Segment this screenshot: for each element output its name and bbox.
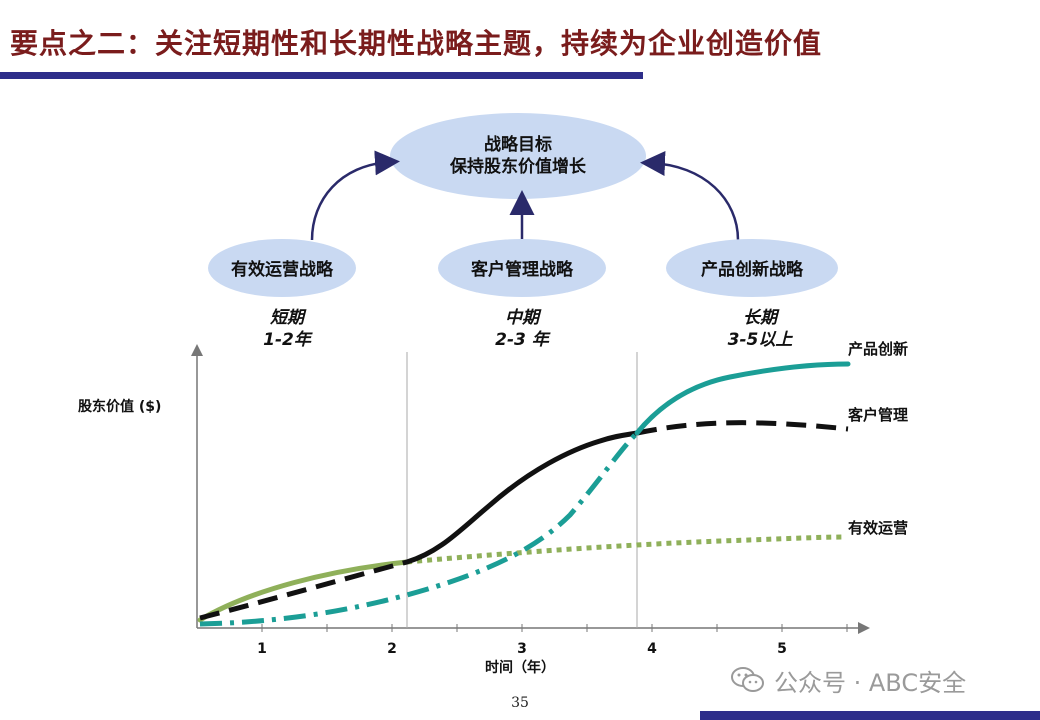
watermark-text: 公众号 · ABC安全 [774, 668, 967, 697]
strategy-label: 客户管理战略 [470, 259, 574, 280]
goal-line2: 保持股东价值增长 [449, 156, 587, 177]
x-tick-label: 5 [777, 641, 787, 657]
x-tick-label: 1 [257, 641, 267, 657]
x-tick-label: 4 [647, 641, 657, 657]
term-long-range: 3-5以上 [728, 330, 794, 350]
operation-curve-solid [197, 559, 410, 623]
curve-label-customer: 客户管理 [847, 406, 908, 424]
y-axis-label: 股东价值 ($) [78, 398, 161, 415]
curve-label-product: 产品创新 [848, 340, 908, 358]
strategy-label: 产品创新战略 [701, 259, 804, 280]
customer-curve-solid [404, 430, 640, 565]
term-mid-name: 中期 [505, 308, 542, 328]
term-short-name: 短期 [270, 308, 307, 328]
term-short-range: 1-2年 [263, 330, 313, 350]
chart-axes [191, 344, 870, 634]
title-underline-bar [0, 72, 643, 79]
customer-curve-dashed-late [636, 420, 849, 436]
term-mid-range: 2-3 年 [495, 330, 551, 350]
term-long-name: 长期 [743, 308, 780, 328]
page-number: 35 [511, 695, 529, 711]
arrow-product-to-goal [640, 151, 740, 241]
x-tick-label: 2 [387, 641, 397, 657]
customer-curve-dashed-early [199, 559, 408, 621]
wechat-icon [731, 667, 764, 692]
x-axis-label: 时间（年） [485, 659, 555, 676]
operation-curve-dotted [406, 534, 846, 565]
strategy-node-customer: 客户管理战略 [438, 239, 606, 297]
page-title: 要点之二：关注短期性和长期性战略主题，持续为企业创造价值 [10, 27, 823, 60]
x-axis-arrow [858, 622, 870, 634]
x-tick-label: 3 [517, 641, 527, 657]
curve-label-operation: 有效运营 [848, 519, 908, 537]
strategy-node-product: 产品创新战略 [666, 239, 838, 297]
product-curve-solid [634, 361, 851, 436]
strategy-label: 有效运营战略 [231, 259, 334, 280]
strategy-node-operation: 有效运营战略 [208, 239, 356, 297]
footer-bar [700, 711, 1040, 720]
goal-line1: 战略目标 [484, 134, 552, 155]
arrow-operation-to-goal [310, 150, 400, 241]
goal-node: 战略目标 保持股东价值增长 [390, 113, 646, 199]
watermark: 公众号 · ABC安全 [730, 660, 966, 700]
product-curve-dashdot [199, 431, 639, 627]
y-axis-arrow [191, 344, 203, 356]
